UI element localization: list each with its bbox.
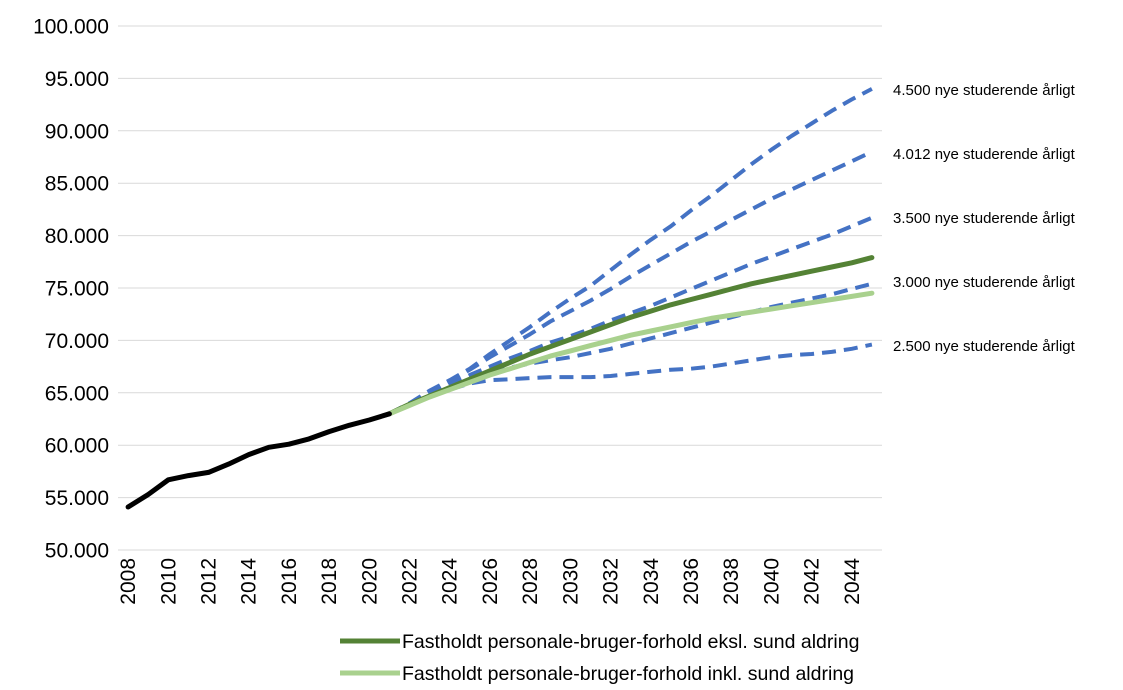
scenario-line: [388, 149, 873, 416]
y-tick-label: 55.000: [45, 487, 109, 510]
x-tick-label: 2026: [479, 558, 502, 605]
x-tick-label: 2038: [720, 558, 743, 605]
scenario-line: [388, 87, 873, 416]
x-tick-label: 2008: [117, 558, 140, 605]
scenario-labels: 4.500 nye studerende årligt 4.012 nye stu…: [893, 82, 1076, 355]
scenario-line: [388, 342, 873, 416]
x-tick-label: 2010: [157, 558, 180, 605]
x-tick-label: 2030: [559, 558, 582, 605]
y-tick-label: 70.000: [45, 330, 109, 353]
y-tick-label: 95.000: [45, 68, 109, 91]
projection-line-inkl: [386, 290, 875, 417]
x-tick-label: 2024: [439, 558, 462, 605]
y-tick-label: 100.000: [33, 16, 109, 39]
x-tick-label: 2036: [680, 558, 703, 605]
y-tick-label: 65.000: [45, 382, 109, 405]
y-tick-label: 80.000: [45, 225, 109, 248]
x-tick-label: 2014: [238, 558, 261, 605]
y-tick-label: 50.000: [45, 540, 109, 563]
x-tick-label: 2042: [801, 558, 824, 605]
scenario-label: 4.500 nye studerende årligt: [893, 82, 1076, 99]
scenario-line: [388, 281, 873, 416]
x-tick-label: 2016: [278, 558, 301, 605]
scenario-label: 4.012 nye studerende årligt: [893, 146, 1076, 163]
y-axis-tick-labels: 50.000 55.000 60.000 65.000 70.000 75.000 80.0…: [33, 16, 109, 563]
y-tick-label: 75.000: [45, 278, 109, 301]
legend: Fastholdt personale-bruger-forhold eksl.…: [340, 631, 859, 685]
x-tick-label: 2018: [318, 558, 341, 605]
x-tick-label: 2028: [519, 558, 542, 605]
x-tick-label: 2044: [841, 558, 864, 605]
scenario-line: [388, 215, 873, 416]
x-tick-label: 2040: [760, 558, 783, 605]
x-tick-label: 2032: [600, 558, 623, 605]
scenario-label: 3.500 nye studerende årligt: [893, 210, 1076, 227]
scenario-label: 2.500 nye studerende årligt: [893, 338, 1076, 355]
y-tick-label: 90.000: [45, 120, 109, 143]
projection-line-ekskl: [386, 255, 875, 417]
legend-label: Fastholdt personale-bruger-forhold inkl.…: [402, 663, 854, 685]
x-axis-tick-labels: 2008 2010 2012 2014 2016 2018 2020 2022 2024 2026…: [117, 558, 864, 605]
y-tick-label: 85.000: [45, 173, 109, 196]
legend-label: Fastholdt personale-bruger-forhold eksl.…: [402, 631, 859, 653]
historical-line: [125, 411, 392, 510]
x-tick-label: 2034: [640, 558, 663, 605]
scenario-label: 3.000 nye studerende årligt: [893, 274, 1076, 291]
series-lines: [125, 87, 875, 510]
x-tick-label: 2012: [197, 558, 220, 605]
x-tick-label: 2020: [358, 558, 381, 605]
x-tick-label: 2022: [399, 558, 422, 605]
gridlines: [118, 25, 882, 551]
y-tick-label: 60.000: [45, 435, 109, 458]
